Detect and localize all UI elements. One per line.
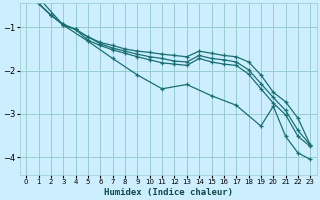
X-axis label: Humidex (Indice chaleur): Humidex (Indice chaleur) — [104, 188, 233, 197]
